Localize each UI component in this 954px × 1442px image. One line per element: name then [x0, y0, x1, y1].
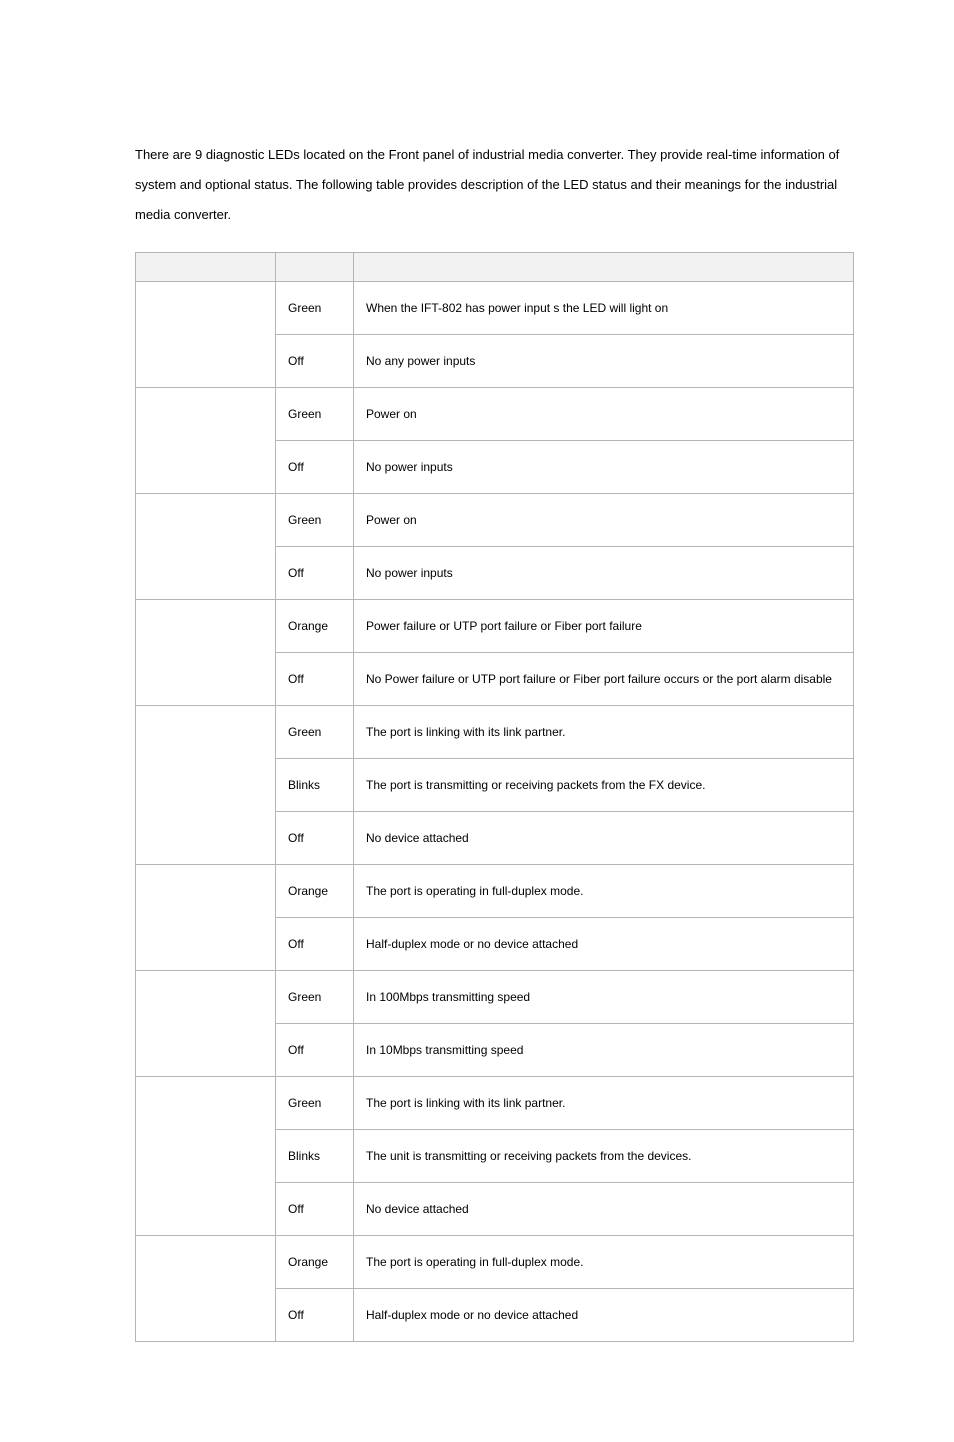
table-row: GreenThe port is linking with its link p… [136, 1076, 854, 1129]
led-status-table: GreenWhen the IFT-802 has power input s … [135, 252, 854, 1342]
table-row: OrangeThe port is operating in full-dupl… [136, 1235, 854, 1288]
cell-color: Green [276, 705, 354, 758]
intro-paragraph: There are 9 diagnostic LEDs located on t… [135, 140, 854, 230]
cell-function: No power inputs [354, 546, 854, 599]
cell-led [136, 1076, 276, 1235]
cell-function: The unit is transmitting or receiving pa… [354, 1129, 854, 1182]
table-row: GreenPower on [136, 493, 854, 546]
cell-function: No Power failure or UTP port failure or … [354, 652, 854, 705]
cell-color: Off [276, 546, 354, 599]
cell-color: Off [276, 1288, 354, 1341]
table-row: OrangeThe port is operating in full-dupl… [136, 864, 854, 917]
cell-function: The port is transmitting or receiving pa… [354, 758, 854, 811]
cell-color: Off [276, 917, 354, 970]
cell-color: Blinks [276, 758, 354, 811]
table-row: OrangePower failure or UTP port failure … [136, 599, 854, 652]
cell-led [136, 705, 276, 864]
cell-color: Orange [276, 1235, 354, 1288]
cell-function: No device attached [354, 811, 854, 864]
cell-color: Orange [276, 599, 354, 652]
cell-color: Off [276, 440, 354, 493]
header-led [136, 252, 276, 281]
cell-function: Power on [354, 493, 854, 546]
table-row: GreenWhen the IFT-802 has power input s … [136, 281, 854, 334]
cell-function: No power inputs [354, 440, 854, 493]
cell-color: Off [276, 811, 354, 864]
cell-function: Power on [354, 387, 854, 440]
cell-function: The port is operating in full-duplex mod… [354, 864, 854, 917]
cell-function: In 100Mbps transmitting speed [354, 970, 854, 1023]
cell-led [136, 493, 276, 599]
cell-function: No device attached [354, 1182, 854, 1235]
cell-function: The port is linking with its link partne… [354, 705, 854, 758]
cell-color: Blinks [276, 1129, 354, 1182]
cell-color: Off [276, 1023, 354, 1076]
cell-color: Orange [276, 864, 354, 917]
cell-color: Green [276, 387, 354, 440]
cell-led [136, 864, 276, 970]
cell-function: Half-duplex mode or no device attached [354, 917, 854, 970]
cell-color: Green [276, 970, 354, 1023]
cell-color: Green [276, 281, 354, 334]
table-row: GreenIn 100Mbps transmitting speed [136, 970, 854, 1023]
header-color [276, 252, 354, 281]
cell-function: Half-duplex mode or no device attached [354, 1288, 854, 1341]
cell-function: The port is linking with its link partne… [354, 1076, 854, 1129]
cell-led [136, 387, 276, 493]
cell-led [136, 1235, 276, 1341]
cell-color: Off [276, 334, 354, 387]
table-row: GreenPower on [136, 387, 854, 440]
cell-color: Off [276, 652, 354, 705]
header-function [354, 252, 854, 281]
cell-function: No any power inputs [354, 334, 854, 387]
cell-led [136, 599, 276, 705]
table-row: GreenThe port is linking with its link p… [136, 705, 854, 758]
cell-function: In 10Mbps transmitting speed [354, 1023, 854, 1076]
cell-function: When the IFT-802 has power input s the L… [354, 281, 854, 334]
cell-color: Green [276, 1076, 354, 1129]
cell-led [136, 970, 276, 1076]
cell-color: Off [276, 1182, 354, 1235]
cell-function: The port is operating in full-duplex mod… [354, 1235, 854, 1288]
cell-led [136, 281, 276, 387]
cell-function: Power failure or UTP port failure or Fib… [354, 599, 854, 652]
cell-color: Green [276, 493, 354, 546]
table-header-row [136, 252, 854, 281]
